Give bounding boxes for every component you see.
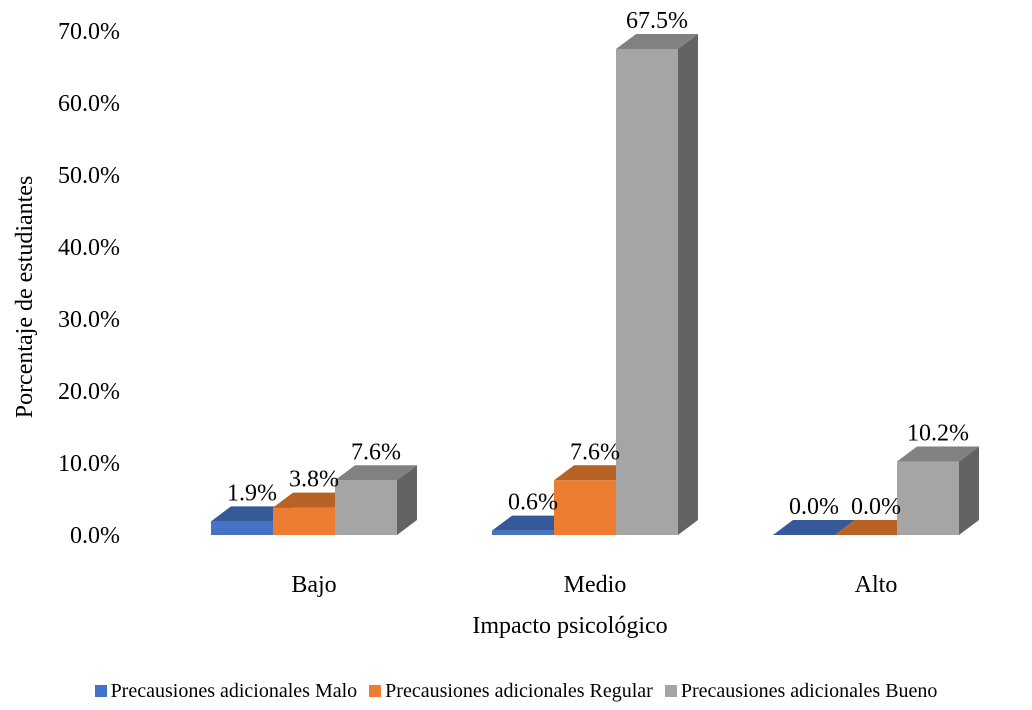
bar-front	[211, 521, 273, 535]
bar-side	[397, 465, 417, 535]
bar-top	[616, 34, 698, 49]
bar-top	[897, 446, 979, 462]
data-labels: 1.9% 3.8% 7.6% 0.6% 7.6% 67.5% 0.0% 0.0% 10.2%	[227, 8, 969, 520]
bar-top	[554, 465, 636, 481]
y-tick-label: 10.0%	[58, 451, 120, 477]
y-tick-label: 70.0%	[58, 19, 120, 45]
data-label: 0.6%	[508, 490, 558, 516]
bar-top	[335, 465, 417, 481]
legend-swatch	[94, 685, 107, 697]
legend-item: Precausiones adicionales Regular	[369, 680, 653, 703]
y-axis-ticks: 0.0% 10.0% 20.0% 30.0% 40.0% 50.0% 60.0% 70.0%	[58, 19, 120, 549]
data-label: 10.2%	[907, 421, 969, 447]
x-category-label: Medio	[564, 572, 627, 598]
x-category-label: Bajo	[291, 572, 336, 598]
x-category-label: Alto	[855, 572, 898, 598]
x-axis-title: Impacto psicológico	[472, 613, 667, 639]
y-tick-label: 50.0%	[58, 163, 120, 189]
bar	[773, 520, 855, 535]
bar-front	[554, 480, 616, 535]
bar	[616, 34, 698, 535]
bar-front	[897, 461, 959, 535]
bar-top	[492, 515, 574, 531]
legend-swatch	[369, 685, 382, 697]
bar-front	[492, 530, 554, 535]
bars	[211, 34, 979, 535]
y-tick-label: 20.0%	[58, 379, 120, 405]
legend-label: Precausiones adicionales Malo	[110, 679, 358, 702]
bar-top	[835, 520, 917, 535]
bar-top	[273, 492, 355, 508]
bar-side	[959, 446, 979, 535]
data-label: 0.0%	[851, 494, 901, 520]
data-label: 0.0%	[789, 494, 839, 520]
bar-front	[335, 480, 397, 535]
data-label: 7.6%	[570, 439, 620, 465]
bar-front	[273, 507, 335, 535]
data-label: 67.5%	[626, 8, 688, 34]
y-axis-title: Porcentaje de estudiantes	[12, 176, 38, 419]
y-tick-label: 40.0%	[58, 235, 120, 261]
bar-top	[773, 520, 855, 535]
data-label: 7.6%	[351, 439, 401, 465]
y-tick-label: 30.0%	[58, 307, 120, 333]
data-label: 1.9%	[227, 480, 277, 506]
x-axis-categories: Bajo Medio Alto	[291, 572, 897, 598]
legend-label: Precausiones adicionales Bueno	[680, 679, 938, 702]
bar	[835, 520, 917, 535]
legend-item: Precausiones adicionales Bueno	[664, 679, 938, 703]
bar-side	[678, 34, 698, 535]
y-tick-label: 60.0%	[58, 91, 120, 117]
bar-top	[211, 506, 293, 522]
legend-item: Precausiones adicionales Malo	[94, 679, 358, 703]
data-label: 3.8%	[289, 467, 339, 493]
bar-front	[616, 49, 678, 535]
bar	[897, 446, 979, 535]
y-tick-label: 0.0%	[70, 523, 120, 549]
legend-swatch	[664, 685, 677, 697]
legend: Precausiones adicionales Malo Precausione…	[0, 676, 1032, 706]
legend-label: Precausiones adicionales Regular	[385, 679, 653, 702]
bar	[335, 465, 417, 535]
